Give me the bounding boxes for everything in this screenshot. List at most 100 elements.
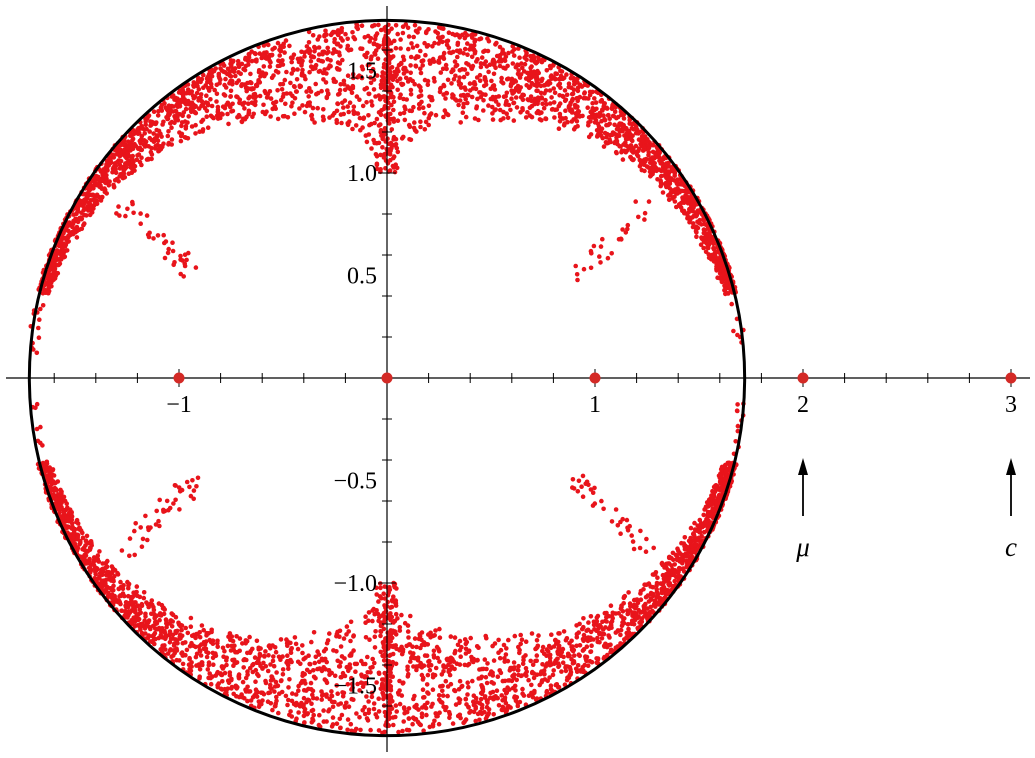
data-point: [430, 44, 435, 49]
data-point: [330, 715, 336, 720]
data-point: [489, 78, 494, 84]
data-point: [525, 70, 530, 76]
data-point: [492, 87, 498, 92]
data-point: [169, 624, 175, 629]
data-point: [273, 649, 279, 655]
data-point: [231, 58, 236, 64]
data-point: [213, 66, 218, 71]
data-point: [560, 660, 566, 665]
data-point: [433, 665, 439, 671]
data-point: [369, 103, 375, 108]
data-point: [283, 101, 288, 107]
data-point: [727, 462, 733, 468]
data-point: [346, 629, 352, 634]
data-point: [179, 120, 185, 125]
data-point: [397, 95, 403, 101]
data-point: [254, 638, 260, 644]
data-point: [688, 535, 693, 541]
data-point: [133, 623, 139, 628]
data-point: [359, 658, 364, 664]
data-point: [306, 40, 312, 45]
data-point: [437, 710, 442, 715]
data-point: [323, 80, 329, 85]
data-point: [648, 174, 653, 179]
data-point: [556, 126, 562, 131]
data-point: [599, 636, 605, 641]
data-point: [312, 660, 318, 666]
data-point: [492, 641, 498, 646]
data-point: [325, 88, 330, 93]
data-point: [402, 104, 407, 109]
data-point: [612, 109, 618, 114]
data-point: [310, 718, 316, 723]
data-point: [569, 638, 574, 644]
data-point: [229, 64, 234, 69]
data-point: [350, 30, 355, 35]
data-point: [214, 99, 219, 104]
data-point: [394, 68, 400, 74]
data-point: [332, 36, 338, 42]
data-point: [600, 627, 606, 632]
data-point: [519, 61, 524, 66]
data-point: [180, 661, 186, 667]
data-point: [443, 678, 449, 684]
data-point: [324, 71, 329, 76]
data-point: [477, 667, 482, 672]
data-point: [555, 656, 560, 662]
data-point: [547, 675, 552, 680]
data-point: [338, 44, 343, 49]
data-point: [509, 82, 514, 87]
data-point: [588, 649, 593, 655]
data-point: [722, 462, 728, 468]
data-point: [321, 665, 327, 670]
data-point: [436, 693, 442, 698]
data-point: [173, 116, 178, 122]
data-point: [512, 633, 518, 639]
data-point: [483, 59, 489, 64]
data-point: [286, 666, 291, 671]
data-point: [126, 171, 132, 176]
data-point: [471, 702, 477, 708]
data-point: [116, 147, 122, 152]
data-point: [66, 228, 71, 234]
data-point: [526, 78, 532, 83]
data-point: [465, 71, 470, 77]
data-point: [397, 701, 403, 707]
data-point: [459, 684, 464, 689]
data-point: [295, 67, 300, 72]
data-point: [141, 590, 147, 595]
data-point: [324, 694, 329, 699]
data-point: [544, 82, 549, 87]
data-point: [204, 114, 209, 119]
data-point: [472, 116, 478, 121]
data-point: [273, 679, 279, 685]
data-point: [167, 629, 173, 634]
data-point: [457, 662, 463, 667]
data-point: [549, 632, 554, 637]
data-point: [188, 624, 194, 629]
data-point: [502, 58, 508, 63]
data-point: [183, 106, 189, 112]
data-point: [590, 107, 595, 113]
data-point: [548, 683, 554, 688]
data-point: [408, 87, 414, 93]
data-point: [530, 662, 536, 667]
data-point: [155, 113, 161, 118]
data-point: [639, 167, 645, 173]
data-point: [436, 58, 442, 63]
data-point: [497, 107, 503, 113]
data-point: [198, 642, 204, 647]
data-point: [239, 82, 245, 87]
data-point: [235, 94, 240, 100]
data-point: [592, 120, 598, 125]
data-point: [132, 163, 138, 169]
data-point: [503, 690, 509, 696]
data-point: [316, 722, 322, 728]
data-point: [558, 76, 564, 82]
data-point: [486, 711, 492, 716]
data-point: [228, 94, 233, 99]
data-point: [414, 644, 419, 650]
data-point: [322, 67, 327, 72]
data-point: [336, 50, 342, 55]
data-point: [329, 31, 335, 36]
